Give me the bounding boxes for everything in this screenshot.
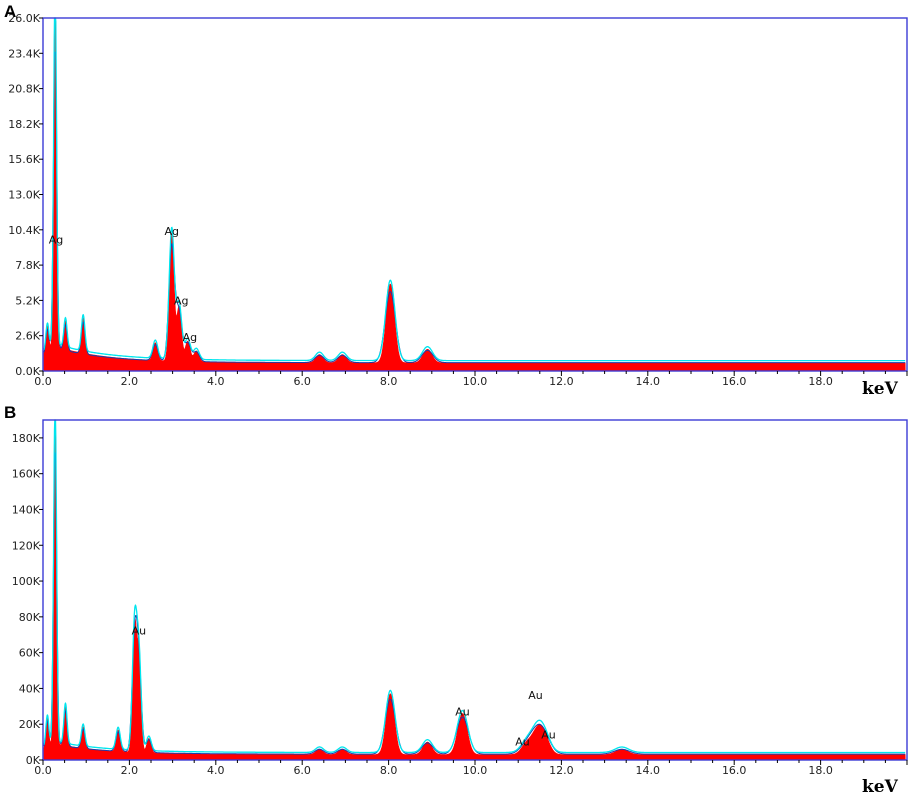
panel-b-y-tick-label: 160K [12, 468, 41, 481]
panel-a-y-tick-label: 10.4K [8, 224, 40, 237]
panel-a-y-tick-label: 18.2K [8, 118, 40, 131]
panel-b-x-tick-label: 14.0 [636, 764, 661, 777]
panel-a-spectrum-cyan-line [43, 17, 906, 362]
panel-b-spectrum-fill [43, 419, 906, 761]
panel-a-x-tick-label: 2.0 [121, 375, 139, 388]
panel-b-plot-frame [42, 419, 908, 761]
panel-a-x-tick-label: 14.0 [636, 375, 661, 388]
panel-b-x-tick-label: 4.0 [207, 764, 225, 777]
panel-a-x-tick-label: 4.0 [207, 375, 225, 388]
panel-a-x-tick-label: 18.0 [808, 375, 833, 388]
panel-b-x-tick-label: 18.0 [808, 764, 833, 777]
panel-b-y-tick-label: 0K [26, 754, 41, 767]
panel-a-x-tick-label: 10.0 [463, 375, 488, 388]
panel-b-x-tick-label: 10.0 [463, 764, 488, 777]
panel-a-y-tick-label: 23.4K [8, 47, 40, 60]
panel-b-y-tick-label: 40K [19, 682, 41, 695]
panel-a-y-tick-label: 7.8K [15, 259, 40, 272]
panel-b-x-tick-label: 12.0 [549, 764, 574, 777]
panel-b-y-tick-label: 120K [12, 539, 41, 552]
panel-b-x-tick-label: 16.0 [722, 764, 747, 777]
panel-b-peak-annotation: Au [455, 705, 470, 718]
panel-b-x-tick-label: 8.0 [380, 764, 398, 777]
panel-a-peak-annotation: Ag [174, 294, 189, 307]
panel-b-spectrum-cyan-line [43, 419, 906, 754]
panel-a-y-tick-label: 0.0K [15, 365, 40, 378]
panel-a-peak-annotation: Ag [183, 331, 198, 344]
panel-b-x-tick-label: 2.0 [121, 764, 139, 777]
panel-a-x-tick-label: 16.0 [722, 375, 747, 388]
panel-b-label: B [4, 403, 17, 422]
panel-a-y-tick-label: 13.0K [8, 189, 40, 202]
panel-a-y-tick-label: 5.2K [15, 294, 40, 307]
panel-a-x-tick-label: 6.0 [293, 375, 311, 388]
panel-b-y-tick-label: 60K [19, 647, 41, 660]
panel-a-peak-annotation: Ag [49, 233, 64, 246]
panel-a-y-tick-label: 20.8K [8, 83, 40, 96]
panel-a-x-tick-label: 8.0 [380, 375, 398, 388]
panel-b-y-tick-label: 20K [19, 718, 41, 731]
panel-a-y-tick-label: 26.0K [8, 12, 40, 25]
panel-a-spectrum-fill [43, 17, 906, 372]
panel-a-x-tick-label: 0.0 [34, 375, 52, 388]
panel-b-y-tick-label: 100K [12, 575, 41, 588]
panel-a-x-axis-label: keV [862, 379, 899, 399]
panel-b-peak-annotation: Au [541, 729, 556, 742]
panel-b-spectrum-blue-line [43, 452, 906, 755]
panel-b-y-tick-label: 180K [12, 432, 41, 445]
panel-a-y-tick-label: 15.6K [8, 153, 40, 166]
panel-a-spectrum-blue-line [43, 51, 906, 364]
panel-a-peak-annotation: Ag [164, 225, 179, 238]
panel-b-x-axis-label: keV [862, 777, 899, 796]
panel-b-x-tick-label: 0.0 [34, 764, 52, 777]
panel-b-peak-annotation: Au [528, 689, 543, 702]
panel-b-peak-annotation: Au [515, 736, 530, 749]
panel-b-peak-annotation: Au [132, 625, 147, 638]
panel-b-y-tick-label: 80K [19, 611, 41, 624]
panel-b-x-tick-label: 6.0 [293, 764, 311, 777]
panel-b-y-tick-label: 140K [12, 503, 41, 516]
panel-a-label: A [4, 2, 17, 21]
panel-a-y-tick-label: 2.6K [15, 330, 40, 343]
panel-a-x-tick-label: 12.0 [549, 375, 574, 388]
